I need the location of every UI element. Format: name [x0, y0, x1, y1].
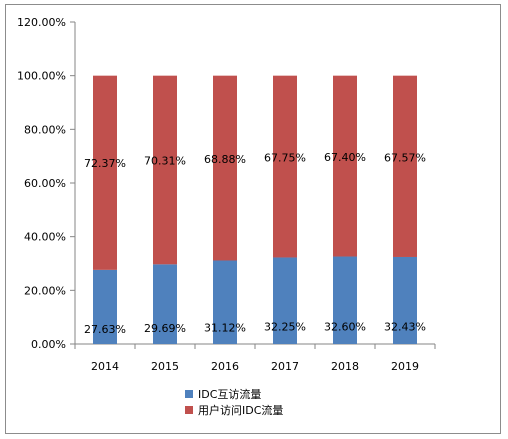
- y-tick-label: 60.00%: [24, 177, 66, 190]
- bar-segment: [213, 75, 237, 261]
- data-label: 32.43%: [384, 321, 426, 334]
- data-label: 67.40%: [324, 151, 366, 164]
- data-label: 67.75%: [264, 151, 306, 164]
- y-tick-label: 100.00%: [17, 70, 66, 83]
- x-axis-ticks: 2014 2015 2016 2017 2018 2019: [74, 344, 436, 373]
- data-label: 67.57%: [384, 151, 426, 164]
- x-tick-label: 2014: [91, 360, 119, 373]
- data-label: 32.60%: [324, 321, 366, 334]
- bar-segment: [93, 75, 117, 270]
- y-tick-label: 80.00%: [24, 123, 66, 136]
- x-tick-label: 2017: [271, 360, 299, 373]
- x-tick-label: 2016: [211, 360, 239, 373]
- data-label: 72.37%: [84, 157, 126, 170]
- chart-frame: [5, 4, 501, 434]
- bar-segment: [333, 75, 357, 257]
- legend-label: IDC互访流量: [198, 387, 261, 401]
- bars: [93, 75, 417, 344]
- legend-label: 用户访问IDC流量: [198, 403, 283, 417]
- x-tick-label: 2015: [151, 360, 179, 373]
- y-tick-label: 0.00%: [31, 338, 66, 351]
- legend-swatch: [185, 406, 193, 414]
- data-label: 32.25%: [264, 321, 306, 334]
- data-labels: 27.63% 72.37% 29.69% 70.31% 31.12% 68.88% 32.2…: [84, 151, 426, 336]
- x-tick-label: 2018: [331, 360, 359, 373]
- bar-segment: [153, 75, 177, 265]
- y-tick-label: 40.00%: [24, 231, 66, 244]
- data-label: 68.88%: [204, 153, 246, 166]
- data-label: 29.69%: [144, 322, 186, 335]
- bar-segment: [153, 264, 177, 344]
- axes: [74, 22, 435, 345]
- data-label: 31.12%: [204, 321, 246, 334]
- bar-segment: [273, 75, 297, 258]
- bar-segment: [393, 256, 417, 344]
- bar-segment: [213, 260, 237, 344]
- data-label: 27.63%: [84, 323, 126, 336]
- legend-swatch: [185, 390, 193, 398]
- y-tick-label: 20.00%: [24, 284, 66, 297]
- x-tick-label: 2019: [391, 360, 419, 373]
- bar-segment: [393, 75, 417, 257]
- data-label: 70.31%: [144, 155, 186, 168]
- y-axis-ticks: 0.00% 20.00% 40.00% 60.00% 80.00% 100.00% 120.…: [17, 16, 75, 351]
- bar-segment: [93, 269, 117, 344]
- bar-segment: [333, 256, 357, 344]
- bar-segment: [273, 257, 297, 344]
- y-tick-label: 120.00%: [17, 16, 66, 29]
